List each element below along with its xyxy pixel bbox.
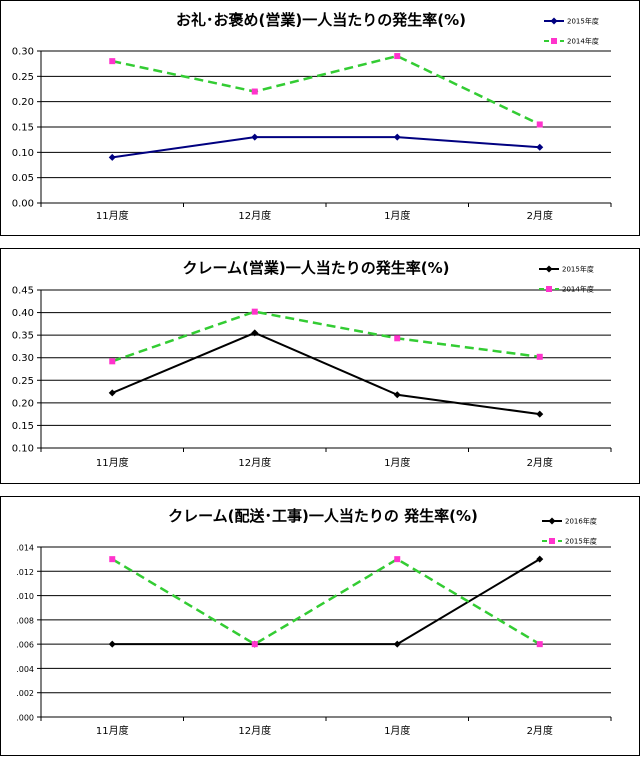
series-line-2: [111, 54, 541, 126]
y-tick-label: .010: [16, 592, 34, 601]
data-point-marker: [108, 389, 116, 397]
legend-label: 2015年度: [562, 265, 594, 274]
x-tick-label: 11月度: [96, 209, 129, 222]
data-point-marker: [536, 143, 544, 151]
legend-marker: [549, 538, 555, 544]
data-point-marker: [393, 640, 401, 648]
chart-2-svg: クレーム(営業)一人当たりの発生率(%) 0.10 0.15 0.20 0.25 0.30…: [12, 259, 612, 469]
x-tick-label: 1月度: [384, 209, 410, 222]
x-tick-label: 11月度: [96, 456, 129, 469]
y-tick-label: 0.25: [12, 376, 34, 387]
data-point-marker: [394, 53, 401, 60]
chart-3-svg: クレーム(配送･工事)一人当たりの 発生率(%) .000 .002 .004 .006…: [16, 507, 612, 737]
series-line-1: [112, 136, 540, 159]
x-tick-label: 12月度: [238, 456, 271, 469]
data-point-marker: [536, 641, 543, 648]
legend-label: 2015年度: [565, 537, 597, 546]
data-point-marker: [536, 353, 543, 360]
data-point-marker: [109, 556, 116, 563]
data-point-marker: [251, 329, 259, 337]
data-point-marker: [536, 555, 544, 563]
data-point-marker: [536, 410, 544, 418]
y-tick-label: 0.15: [12, 421, 34, 432]
x-tick-label: 2月度: [527, 456, 553, 469]
y-tick-label: .000: [16, 714, 34, 723]
legend-marker: [548, 517, 556, 525]
chart-panel-1: お礼･お褒め(営業)一人当たりの発生率(%) 0.00 0.05 0.10 0.15 0.…: [0, 0, 640, 236]
y-tick-label: 0.15: [12, 123, 34, 134]
data-point-marker: [251, 133, 259, 141]
legend-label: 2014年度: [562, 285, 594, 294]
data-point-marker: [393, 133, 401, 141]
y-tick-label: 0.20: [12, 97, 34, 108]
data-point-marker: [108, 153, 116, 161]
legend-label: 2015年度: [567, 17, 599, 26]
x-tick-label: 2月度: [527, 724, 553, 737]
chart-title: お礼･お褒め(営業)一人当たりの発生率(%): [176, 11, 466, 29]
x-tick-label: 12月度: [238, 209, 271, 222]
data-point-marker: [251, 308, 258, 315]
y-tick-label: 0.25: [12, 72, 34, 83]
y-tick-label: 0.05: [12, 173, 34, 184]
y-tick-label: 0.10: [12, 148, 34, 159]
y-tick-label: 0.35: [12, 331, 34, 342]
y-tick-label: .006: [16, 641, 34, 650]
y-tick-label: 0.20: [12, 398, 34, 409]
data-point-marker: [109, 358, 116, 365]
legend-marker: [551, 38, 557, 44]
y-tick-label: 0.45: [12, 286, 34, 297]
data-point-marker: [109, 58, 116, 65]
x-tick-label: 12月度: [238, 724, 271, 737]
chart-title: クレーム(配送･工事)一人当たりの 発生率(%): [168, 507, 478, 525]
data-point-marker: [251, 641, 258, 648]
y-tick-label: 0.30: [12, 47, 34, 58]
x-tick-label: 1月度: [384, 724, 410, 737]
chart-title: クレーム(営業)一人当たりの発生率(%): [182, 259, 449, 277]
y-tick-label: 0.10: [12, 444, 34, 455]
series-line-2: [111, 310, 540, 363]
y-tick-label: .012: [16, 568, 34, 577]
data-point-marker: [394, 335, 401, 342]
x-tick-label: 11月度: [96, 724, 129, 737]
data-point-marker: [536, 121, 543, 128]
x-tick-label: 1月度: [384, 456, 410, 469]
series-line-2: [111, 557, 541, 646]
y-tick-label: .014: [16, 544, 34, 553]
data-point-marker: [393, 391, 401, 399]
y-tick-label: .008: [16, 616, 34, 625]
x-tick-label: 2月度: [527, 209, 553, 222]
chart-1-svg: お礼･お褒め(営業)一人当たりの発生率(%) 0.00 0.05 0.10 0.15 0.…: [12, 11, 612, 222]
legend-marker: [546, 286, 552, 292]
legend-marker: [545, 265, 553, 273]
data-point-marker: [394, 556, 401, 563]
series-line-1: [111, 331, 540, 416]
chart-panel-2: クレーム(営業)一人当たりの発生率(%) 0.10 0.15 0.20 0.25 0.30…: [0, 248, 640, 484]
y-tick-label: 0.00: [12, 199, 34, 210]
data-point-marker: [251, 88, 258, 95]
data-point-marker: [108, 640, 116, 648]
series-line-1: [112, 558, 541, 646]
y-tick-label: 0.30: [12, 353, 34, 364]
chart-panel-3: クレーム(配送･工事)一人当たりの 発生率(%) .000 .002 .004 .006…: [0, 496, 640, 756]
legend-label: 2014年度: [567, 37, 599, 46]
y-tick-label: 0.40: [12, 308, 34, 319]
y-tick-label: .002: [16, 689, 34, 698]
y-tick-label: .004: [16, 665, 34, 674]
legend-marker: [550, 17, 558, 25]
legend-label: 2016年度: [565, 517, 597, 526]
